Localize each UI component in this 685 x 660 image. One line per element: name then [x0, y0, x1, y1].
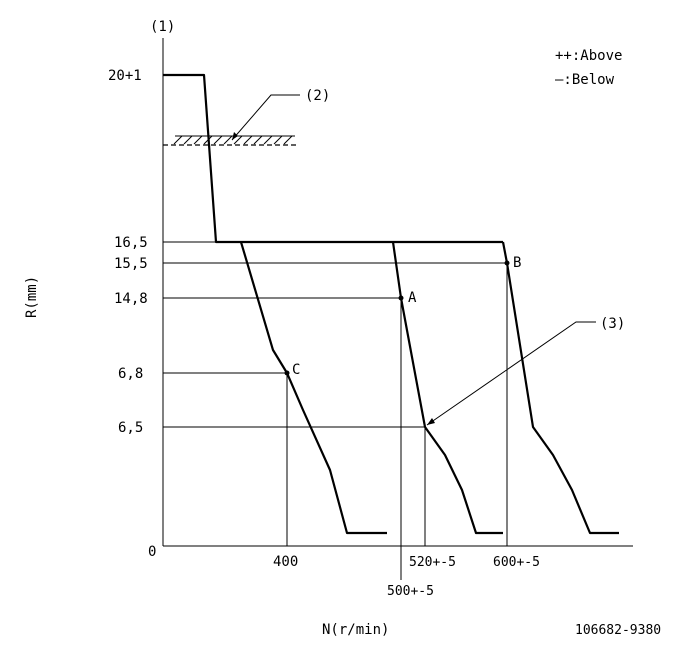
leader-3-arrowhead: [427, 418, 435, 425]
curve-c: [239, 241, 387, 535]
point-a-label: A: [408, 290, 417, 306]
y-tick-16-5: 16,5: [114, 235, 148, 251]
curve-a: [391, 241, 503, 535]
point-a-dot: [398, 295, 404, 301]
point-b-dot: [504, 260, 510, 266]
y-axis-label: R(mm): [24, 276, 40, 318]
leader-2: [231, 94, 300, 141]
x-axis-label: N(r/min): [322, 622, 389, 638]
y-tick-15-5: 15,5: [114, 256, 148, 272]
legend-below: —:Below: [555, 72, 615, 88]
y-tick-6-8: 6,8: [118, 366, 143, 382]
y-tick-14-8: 14,8: [114, 291, 148, 307]
leader-2-arrowhead: [232, 132, 238, 140]
point-b-label: B: [513, 255, 521, 271]
main-curve: [163, 73, 503, 244]
x-tick-600: 600+-5: [493, 555, 540, 570]
y-tick-0: 0: [148, 544, 156, 560]
curve-b: [501, 241, 619, 535]
drawing-code: 106682-9380: [575, 623, 661, 638]
y-tick-20: 20+1: [108, 68, 142, 84]
leader-3: [426, 321, 596, 426]
x-tick-500: 500+-5: [387, 584, 434, 599]
legend-above: ++:Above: [555, 48, 622, 64]
y-tick-6-5: 6,5: [118, 420, 143, 436]
marker-2: (2): [305, 88, 330, 104]
x-tick-520: 520+-5: [409, 555, 456, 570]
marker-3: (3): [600, 316, 625, 332]
point-c-label: C: [292, 362, 300, 378]
marker-1: (1): [150, 19, 175, 35]
x-tick-400: 400: [273, 554, 298, 570]
point-c-dot: [284, 370, 290, 376]
